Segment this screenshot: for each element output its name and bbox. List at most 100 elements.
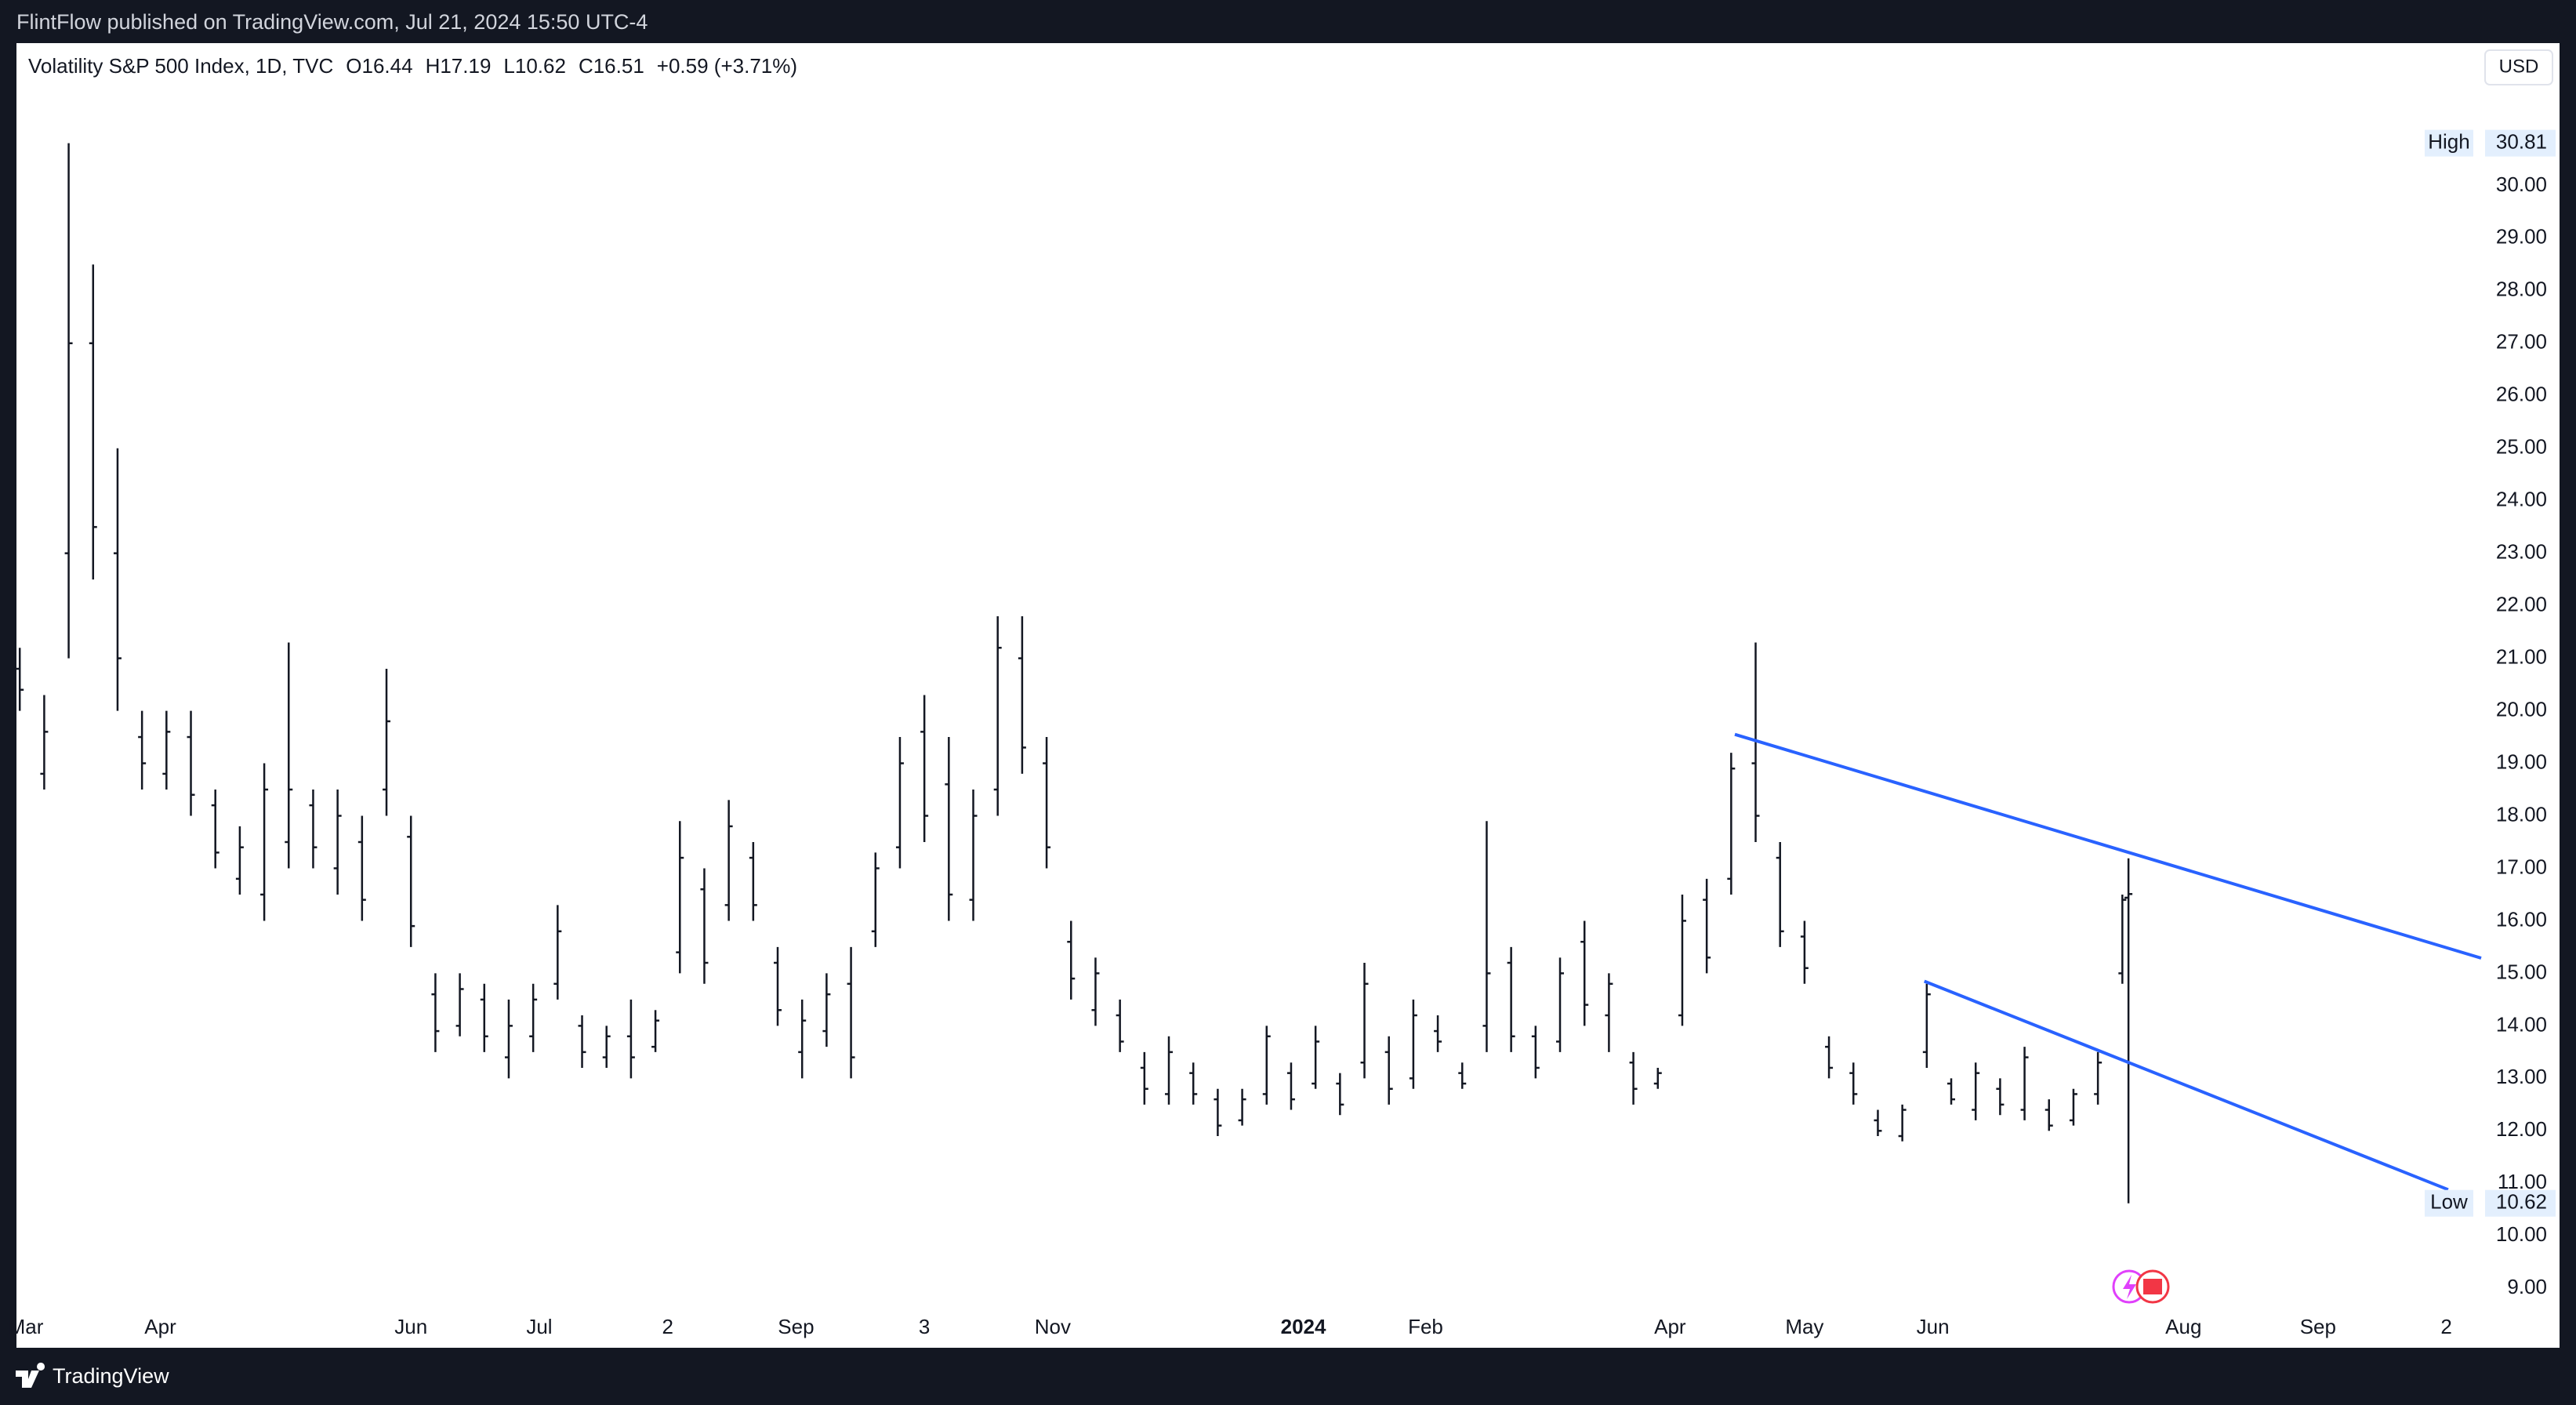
x-tick-label: Mar: [9, 1315, 44, 1338]
ohlc-bar: [1312, 1026, 1320, 1089]
marker-value-bg: [2485, 129, 2556, 157]
ohlc-bar: [1116, 999, 1124, 1052]
ohlc-bar: [407, 815, 415, 947]
marker-value: 10.62: [2496, 1190, 2547, 1214]
x-tick-label: Aug: [2165, 1315, 2201, 1338]
ohlc-bar: [993, 616, 1002, 816]
legend-value: +0.59 (+3.71%): [657, 54, 797, 78]
y-tick-label: 10.00: [2496, 1222, 2547, 1246]
x-tick-label: May: [1785, 1315, 1823, 1338]
ohlc-bar: [798, 999, 807, 1079]
trendline: [1923, 979, 2449, 1192]
x-tick-label: 2: [2440, 1315, 2451, 1338]
ohlc-bar: [1360, 963, 1369, 1079]
ohlc-bar: [529, 983, 538, 1052]
ohlc-bar: [162, 710, 171, 790]
y-tick-label: 22.00: [2496, 593, 2547, 616]
ohlc-bar: [1922, 983, 1931, 1068]
event-icons[interactable]: [2112, 1269, 2170, 1304]
currency[interactable]: USD: [2499, 56, 2539, 77]
marker-value-bg: [2485, 1189, 2556, 1217]
legend-value: H17.19: [426, 54, 492, 78]
footer-logo: [16, 1363, 45, 1388]
ohlc-bar: [847, 946, 855, 1079]
ohlc-bar: [1336, 1073, 1344, 1116]
ohlc-bar: [1825, 1036, 1834, 1079]
logo-mark: [16, 1363, 45, 1388]
ohlc-bar: [822, 973, 831, 1047]
ohlc-bar: [2020, 1047, 2029, 1120]
ohlc-bar: [1507, 946, 1515, 1052]
ohlc-bar: [89, 264, 97, 580]
ohlc-bar: [871, 852, 880, 947]
ohlc-bar: [1972, 1062, 1980, 1120]
y-tick-label: 26.00: [2496, 383, 2547, 406]
ohlc-bar: [187, 710, 195, 816]
ohlc-bar: [700, 868, 709, 984]
ohlc-bar: [113, 448, 122, 711]
ohlc-bar: [138, 710, 147, 790]
marker-label: Low: [2430, 1190, 2468, 1214]
y-tick-label: 20.00: [2496, 697, 2547, 721]
x-tick-label: Nov: [1035, 1315, 1071, 1338]
y-tick-label: 23.00: [2496, 540, 2547, 564]
ohlc-bar: [1043, 737, 1051, 869]
ohlc-bar: [920, 695, 929, 842]
flag-fill: [2143, 1279, 2162, 1294]
ohlc-bar: [1800, 920, 1809, 984]
ohlc-bar: [1067, 920, 1076, 1000]
footer-brand: TradingView: [53, 1364, 169, 1388]
ohlc-bar: [309, 790, 317, 869]
ohlc-bar: [2118, 894, 2127, 984]
ohlc-bar: [651, 1010, 660, 1052]
legend-value: C16.51: [579, 54, 644, 78]
ohlc-bar: [64, 143, 73, 659]
ohlc-bar: [553, 905, 562, 1000]
ohlc-bar: [357, 815, 366, 921]
x-tick-label: Jul: [526, 1315, 552, 1338]
ohlc-bar: [1091, 957, 1100, 1026]
ohlc-bar: [1434, 1015, 1442, 1052]
marker-label-bg: [2425, 129, 2473, 157]
currency-box[interactable]: [2484, 49, 2553, 85]
ohlc-bar: [1751, 642, 1760, 842]
ohlc-bar: [1703, 878, 1711, 974]
x-tick-label: Jun: [1917, 1315, 1950, 1338]
ohlc-bar: [211, 790, 220, 869]
ohlc-bar: [1874, 1109, 1882, 1137]
ohlc-bar: [1556, 957, 1565, 1052]
ohlc-bar: [333, 790, 342, 895]
x-tick-label: 2024: [1281, 1315, 1326, 1338]
x-tick-label: Apr: [1654, 1315, 1686, 1338]
ohlc-bar: [626, 999, 635, 1079]
ohlc-bar: [504, 999, 513, 1079]
y-tick-label: 12.00: [2496, 1117, 2547, 1141]
marker-label-bg: [2425, 1189, 2473, 1217]
ohlc-bar: [1165, 1036, 1174, 1105]
ohlc-bar: [2124, 858, 2133, 1204]
ohlc-bar: [749, 841, 757, 921]
price-bars: [16, 143, 2133, 1204]
ohlc-bar: [1653, 1067, 1662, 1089]
ohlc-bar: [1140, 1051, 1148, 1105]
y-tick-label: 11.00: [2498, 1170, 2547, 1193]
legend-value: L10.62: [503, 54, 566, 78]
y-tick-label: 28.00: [2496, 278, 2547, 301]
ohlc-bar: [724, 800, 733, 921]
ohlc-bar: [480, 983, 488, 1052]
ohlc-bar: [1580, 920, 1589, 1026]
x-tick-label: 3: [919, 1315, 930, 1338]
ohlc-bar: [1531, 1026, 1540, 1079]
ohlc-bar: [1189, 1062, 1198, 1105]
ohlc-bar: [578, 1015, 586, 1068]
ohlc-bar: [1458, 1062, 1467, 1089]
ohlc-bar: [1727, 753, 1736, 895]
ohlc-bar: [260, 763, 269, 921]
ohlc-bar: [1482, 821, 1491, 1052]
ohlc-bar: [1849, 1062, 1858, 1105]
y-tick-label: 13.00: [2496, 1065, 2547, 1088]
ohlc-bar: [285, 642, 293, 869]
x-tick-label: Jun: [394, 1315, 427, 1338]
ohlc-bar: [1947, 1078, 1956, 1105]
